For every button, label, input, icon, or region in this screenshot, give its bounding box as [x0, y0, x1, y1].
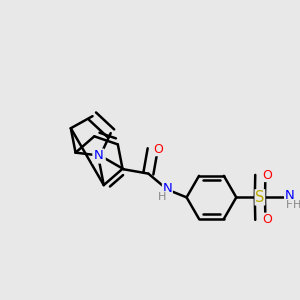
Text: N: N [94, 149, 104, 162]
Text: H: H [158, 192, 166, 202]
Text: N: N [285, 190, 295, 202]
Text: N: N [163, 182, 172, 195]
Text: O: O [262, 169, 272, 182]
Text: Cl: Cl [93, 150, 105, 163]
Text: O: O [153, 143, 163, 156]
Text: H: H [292, 200, 300, 210]
Text: O: O [262, 213, 272, 226]
Text: S: S [255, 190, 265, 205]
Text: H: H [286, 200, 294, 210]
